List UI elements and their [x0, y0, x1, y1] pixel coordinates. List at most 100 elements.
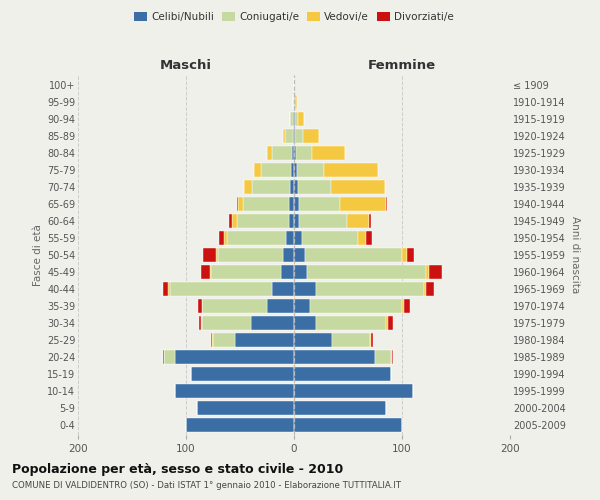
Bar — [163, 350, 164, 364]
Bar — [358, 231, 367, 245]
Bar — [237, 214, 289, 228]
Bar — [295, 129, 302, 143]
Bar — [294, 112, 295, 126]
Bar — [426, 282, 434, 296]
Text: COMUNE DI VALDIDENTRO (SO) - Dati ISTAT 1° gennaio 2010 - Elaborazione TUTTITALI: COMUNE DI VALDIDENTRO (SO) - Dati ISTAT … — [12, 481, 401, 490]
Bar — [289, 197, 294, 211]
Bar — [272, 146, 292, 160]
Bar — [213, 333, 235, 347]
Bar — [294, 367, 391, 381]
Bar — [201, 265, 210, 279]
Bar — [294, 248, 305, 262]
Bar — [212, 333, 213, 347]
Bar — [371, 333, 373, 347]
Bar — [295, 112, 298, 126]
Bar — [198, 299, 202, 313]
Bar — [305, 248, 402, 262]
Bar — [368, 214, 371, 228]
Bar — [424, 282, 426, 296]
Bar — [340, 197, 386, 211]
Bar — [296, 146, 313, 160]
Bar — [251, 316, 294, 330]
Bar — [294, 282, 316, 296]
Bar — [392, 350, 394, 364]
Bar — [210, 265, 211, 279]
Bar — [294, 316, 316, 330]
Bar — [294, 384, 413, 398]
Bar — [391, 350, 392, 364]
Bar — [197, 401, 294, 415]
Bar — [244, 180, 252, 194]
Bar — [294, 299, 310, 313]
Legend: Celibi/Nubili, Coniugati/e, Vedovi/e, Divorziati/e: Celibi/Nubili, Coniugati/e, Vedovi/e, Di… — [130, 8, 458, 26]
Bar — [294, 350, 375, 364]
Bar — [386, 197, 387, 211]
Bar — [243, 197, 289, 211]
Bar — [283, 129, 286, 143]
Bar — [293, 95, 294, 109]
Bar — [232, 214, 237, 228]
Bar — [283, 248, 294, 262]
Bar — [302, 129, 319, 143]
Bar — [235, 333, 294, 347]
Bar — [216, 248, 218, 262]
Bar — [426, 265, 429, 279]
Bar — [164, 350, 175, 364]
Bar — [294, 129, 295, 143]
Bar — [191, 367, 294, 381]
Bar — [294, 146, 296, 160]
Text: Maschi: Maschi — [160, 58, 212, 71]
Bar — [227, 231, 286, 245]
Bar — [402, 248, 407, 262]
Bar — [267, 146, 272, 160]
Bar — [202, 316, 251, 330]
Bar — [294, 163, 297, 177]
Bar — [404, 299, 410, 313]
Bar — [299, 214, 347, 228]
Bar — [294, 197, 299, 211]
Bar — [324, 163, 378, 177]
Bar — [220, 231, 224, 245]
Bar — [201, 316, 202, 330]
Bar — [175, 350, 294, 364]
Bar — [299, 197, 340, 211]
Bar — [167, 282, 170, 296]
Bar — [294, 95, 295, 109]
Bar — [294, 214, 299, 228]
Bar — [298, 112, 304, 126]
Bar — [297, 163, 324, 177]
Bar — [375, 350, 391, 364]
Bar — [203, 248, 216, 262]
Text: Femmine: Femmine — [368, 58, 436, 71]
Bar — [211, 265, 281, 279]
Bar — [307, 265, 426, 279]
Bar — [310, 299, 402, 313]
Bar — [286, 231, 294, 245]
Bar — [290, 180, 294, 194]
Bar — [163, 282, 167, 296]
Bar — [295, 95, 297, 109]
Bar — [291, 163, 294, 177]
Bar — [290, 112, 293, 126]
Bar — [211, 333, 212, 347]
Bar — [294, 333, 332, 347]
Bar — [294, 180, 298, 194]
Bar — [281, 265, 294, 279]
Bar — [186, 418, 294, 432]
Bar — [294, 418, 402, 432]
Bar — [175, 384, 294, 398]
Bar — [267, 299, 294, 313]
Bar — [386, 316, 388, 330]
Bar — [229, 214, 232, 228]
Bar — [407, 248, 414, 262]
Bar — [332, 333, 370, 347]
Bar — [199, 316, 201, 330]
Bar — [224, 231, 227, 245]
Bar — [202, 299, 267, 313]
Bar — [370, 333, 371, 347]
Bar — [293, 129, 294, 143]
Y-axis label: Fasce di età: Fasce di età — [32, 224, 43, 286]
Bar — [294, 401, 386, 415]
Text: Popolazione per età, sesso e stato civile - 2010: Popolazione per età, sesso e stato civil… — [12, 462, 343, 475]
Bar — [292, 146, 294, 160]
